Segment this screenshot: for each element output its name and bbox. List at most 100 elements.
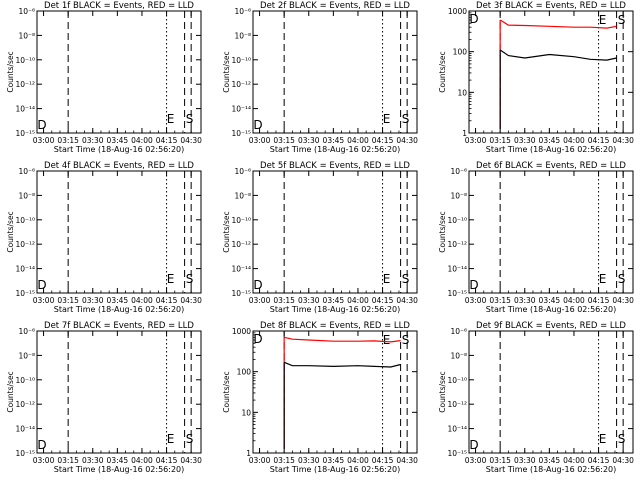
y-tick-label: 10⁻¹⁰ xyxy=(447,216,467,225)
y-tick-label: 1000 xyxy=(448,7,467,16)
y-tick-label: 10⁻¹² xyxy=(447,240,467,249)
marker-label-e: E xyxy=(383,272,391,286)
marker-label-e: E xyxy=(383,112,391,126)
x-tick-label: 04:30 xyxy=(612,456,634,465)
y-tick-label: 1 xyxy=(246,449,251,458)
plot-frame xyxy=(36,170,202,294)
x-tick-label: 04:15 xyxy=(156,136,178,145)
events-series-line xyxy=(283,361,401,368)
x-tick-label: 04:15 xyxy=(588,296,610,305)
x-tick-label: 03:45 xyxy=(107,296,129,305)
x-tick-label: 04:30 xyxy=(396,136,418,145)
y-tick-label: 10⁻¹⁰ xyxy=(15,216,35,225)
x-tick-label: 03:00 xyxy=(465,296,487,305)
x-tick-label: 04:00 xyxy=(347,456,369,465)
x-tick-label: 04:30 xyxy=(396,296,418,305)
x-tick-label: 03:45 xyxy=(539,296,561,305)
x-tick-label: 03:30 xyxy=(298,456,320,465)
y-tick-label: 1000 xyxy=(232,327,251,336)
x-tick-label: 03:15 xyxy=(273,136,295,145)
y-tick-label: 10⁻⁸ xyxy=(450,351,467,360)
y-axis-label: Counts/sec xyxy=(438,51,447,92)
y-tick-label: 10⁻¹⁵ xyxy=(15,449,35,458)
x-tick-label: 03:30 xyxy=(82,296,104,305)
marker-label-d: D xyxy=(469,438,478,452)
x-tick-label: 03:15 xyxy=(57,136,79,145)
plot-frame xyxy=(468,170,634,294)
y-axis-label: Counts/sec xyxy=(438,371,447,412)
x-axis-label: Start Time (18-Aug-16 02:56:20) xyxy=(270,305,401,314)
x-tick-label: 03:30 xyxy=(82,456,104,465)
y-tick-label: 10⁻⁸ xyxy=(234,31,251,40)
x-tick-label: 03:30 xyxy=(514,456,536,465)
x-axis-label: Start Time (18-Aug-16 02:56:20) xyxy=(54,465,185,474)
marker-label-e: E xyxy=(383,333,391,347)
plot-frame xyxy=(252,330,418,454)
x-tick-label: 04:00 xyxy=(563,136,585,145)
y-tick-label: 10⁻¹⁴ xyxy=(447,265,467,274)
y-tick-label: 10⁻¹⁴ xyxy=(15,105,35,114)
y-tick-label: 10⁻¹⁵ xyxy=(231,129,251,138)
marker-label-d: D xyxy=(253,332,262,346)
x-axis-label: Start Time (18-Aug-16 02:56:20) xyxy=(270,465,401,474)
marker-label-s: S xyxy=(186,432,194,446)
x-tick-label: 04:15 xyxy=(588,136,610,145)
chart-title: Det 9f BLACK = Events, RED = LLD xyxy=(476,321,626,331)
marker-label-d: D xyxy=(253,118,262,132)
y-tick-label: 100 xyxy=(453,48,468,57)
x-tick-label: 04:30 xyxy=(180,136,202,145)
plot-frame xyxy=(36,10,202,134)
y-tick-label: 10⁻⁸ xyxy=(234,191,251,200)
y-tick-label: 10⁻⁶ xyxy=(450,327,467,336)
marker-label-d: D xyxy=(469,278,478,292)
y-tick-label: 10⁻⁶ xyxy=(18,167,35,176)
marker-label-d: D xyxy=(37,278,46,292)
lld-series-line xyxy=(499,19,617,29)
y-tick-label: 10⁻¹⁰ xyxy=(15,376,35,385)
y-tick-label: 10⁻¹² xyxy=(15,400,35,409)
chart-panel: Det 9f BLACK = Events, RED = LLD 03:00 03:… xyxy=(438,321,634,474)
lld-series-line xyxy=(284,336,401,343)
marker-label-s: S xyxy=(618,272,626,286)
chart-title: Det 4f BLACK = Events, RED = LLD xyxy=(44,161,194,171)
y-axis-label: Counts/sec xyxy=(222,371,231,412)
marker-label-e: E xyxy=(167,432,175,446)
x-tick-label: 04:30 xyxy=(396,456,418,465)
x-tick-label: 04:30 xyxy=(180,296,202,305)
y-tick-label: 10⁻¹⁴ xyxy=(15,265,35,274)
x-tick-label: 03:45 xyxy=(323,456,345,465)
y-tick-label: 10⁻¹⁵ xyxy=(15,289,35,298)
y-axis-label: Counts/sec xyxy=(6,51,15,92)
plot-frame xyxy=(36,330,202,454)
x-axis-label: Start Time (18-Aug-16 02:56:20) xyxy=(486,305,617,314)
y-tick-label: 10⁻⁶ xyxy=(450,167,467,176)
x-tick-label: 03:00 xyxy=(465,136,487,145)
x-tick-label: 04:15 xyxy=(588,456,610,465)
x-tick-label: 03:15 xyxy=(57,456,79,465)
marker-label-s: S xyxy=(186,112,194,126)
x-tick-label: 03:00 xyxy=(465,456,487,465)
marker-label-d: D xyxy=(37,438,46,452)
y-tick-label: 10⁻⁸ xyxy=(18,31,35,40)
x-tick-label: 03:00 xyxy=(33,296,55,305)
chart-title: Det 5f BLACK = Events, RED = LLD xyxy=(260,161,410,171)
marker-label-e: E xyxy=(599,432,607,446)
x-tick-label: 03:45 xyxy=(107,456,129,465)
x-tick-label: 03:15 xyxy=(273,456,295,465)
y-tick-label: 10⁻¹⁰ xyxy=(15,56,35,65)
x-tick-label: 04:15 xyxy=(372,136,394,145)
y-tick-label: 10⁻¹⁵ xyxy=(231,289,251,298)
marker-label-e: E xyxy=(599,272,607,286)
y-axis-label: Counts/sec xyxy=(6,211,15,252)
x-tick-label: 04:00 xyxy=(563,296,585,305)
x-tick-label: 04:30 xyxy=(180,456,202,465)
y-tick-label: 10⁻¹⁵ xyxy=(447,289,467,298)
y-tick-label: 10⁻⁸ xyxy=(450,191,467,200)
marker-label-s: S xyxy=(186,272,194,286)
